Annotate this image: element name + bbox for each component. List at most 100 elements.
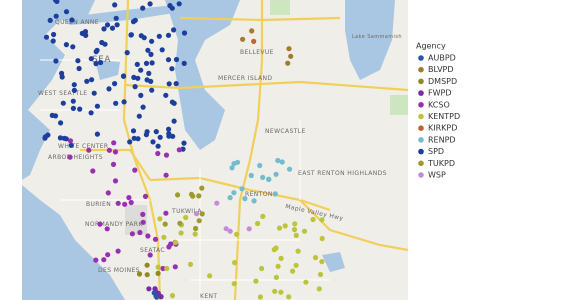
incident-point: [93, 61, 99, 67]
incident-point: [58, 120, 64, 126]
incident-point: [149, 87, 155, 93]
incident-point: [165, 57, 172, 63]
incident-point: [286, 294, 292, 300]
incident-point: [295, 248, 301, 254]
road: [233, 0, 264, 300]
incident-point: [145, 233, 151, 239]
park: [390, 95, 408, 115]
incident-point: [140, 219, 146, 225]
incident-point: [164, 265, 170, 272]
incident-point: [317, 271, 324, 278]
incident-point: [169, 66, 175, 72]
incident-point: [149, 38, 155, 44]
incident-point: [136, 113, 142, 119]
incident-point: [163, 92, 169, 98]
incident-point: [319, 259, 325, 265]
incident-point: [169, 293, 176, 299]
incident-point: [111, 140, 117, 146]
incident-point: [259, 265, 265, 272]
water: [322, 252, 345, 272]
incident-point: [163, 210, 169, 216]
incident-point: [293, 262, 299, 268]
incident-point: [70, 105, 76, 111]
incident-point: [273, 245, 279, 251]
incident-point: [251, 38, 257, 45]
incident-point: [223, 226, 229, 232]
incident-point: [255, 220, 261, 227]
incident-point: [135, 136, 141, 142]
place-label: WEST SEATTLE: [38, 90, 88, 97]
incident-point: [138, 33, 144, 39]
incident-point: [275, 157, 281, 164]
incident-point: [276, 225, 283, 231]
incident-point: [101, 26, 107, 32]
incident-point: [45, 132, 51, 138]
incident-point: [173, 81, 179, 87]
incident-point: [166, 133, 172, 139]
incident-point: [166, 244, 172, 250]
incident-point: [132, 17, 138, 23]
incident-point: [161, 234, 167, 240]
incident-point: [144, 262, 150, 268]
incident-point: [68, 142, 74, 148]
incident-point: [97, 221, 103, 227]
place-label: RENTON: [245, 191, 273, 198]
incident-point: [278, 289, 284, 295]
incident-point: [83, 32, 89, 39]
incident-point: [181, 60, 187, 66]
incident-point: [104, 22, 111, 28]
incident-point: [282, 223, 288, 229]
incident-point: [151, 290, 157, 296]
incident-point: [89, 77, 95, 83]
incident-point: [163, 172, 169, 178]
incident-point: [292, 221, 298, 227]
incident-point: [171, 27, 177, 33]
place-label: TUKWILA: [171, 208, 202, 215]
incident-point: [199, 185, 205, 191]
incident-point: [94, 103, 100, 109]
road: [80, 148, 151, 181]
incident-point: [140, 211, 146, 217]
water: [22, 0, 95, 180]
incident-point: [57, 135, 64, 141]
incident-point: [140, 104, 146, 110]
legend-swatch: [418, 66, 424, 73]
incident-point: [190, 193, 196, 199]
incident-point: [170, 133, 176, 139]
incident-point: [105, 252, 111, 258]
incident-point: [301, 228, 308, 234]
incident-point: [145, 47, 151, 53]
incident-point: [232, 260, 238, 266]
incident-point: [153, 129, 159, 135]
place-label: EAST RENTON HIGHLANDS: [298, 170, 387, 177]
incident-point: [165, 32, 172, 38]
incident-point: [113, 15, 119, 21]
incident-point: [285, 60, 291, 66]
incident-point: [106, 86, 112, 92]
incident-point: [71, 87, 77, 93]
incident-point: [166, 81, 172, 87]
incident-point: [196, 218, 202, 224]
incident-point: [154, 294, 160, 300]
incident-point: [93, 49, 99, 55]
incident-point: [194, 211, 200, 217]
place-label: WHITE CENTER: [58, 143, 108, 150]
incident-point: [112, 81, 118, 87]
incident-point: [155, 270, 161, 276]
incident-point: [70, 44, 76, 50]
incident-point: [134, 61, 140, 67]
incident-point: [75, 58, 81, 64]
place-label: DES MOINES: [98, 267, 140, 274]
legend-swatch: [418, 90, 424, 96]
incident-point: [51, 31, 57, 38]
incident-point: [316, 286, 322, 292]
incident-point: [70, 98, 76, 104]
incident-point: [131, 74, 137, 80]
incident-point: [124, 50, 130, 56]
legend-swatch: [418, 148, 424, 155]
legend-label: WSP: [428, 171, 446, 180]
incident-point: [77, 106, 83, 112]
road: [149, 176, 331, 212]
park: [270, 0, 290, 15]
incident-point: [67, 138, 74, 144]
